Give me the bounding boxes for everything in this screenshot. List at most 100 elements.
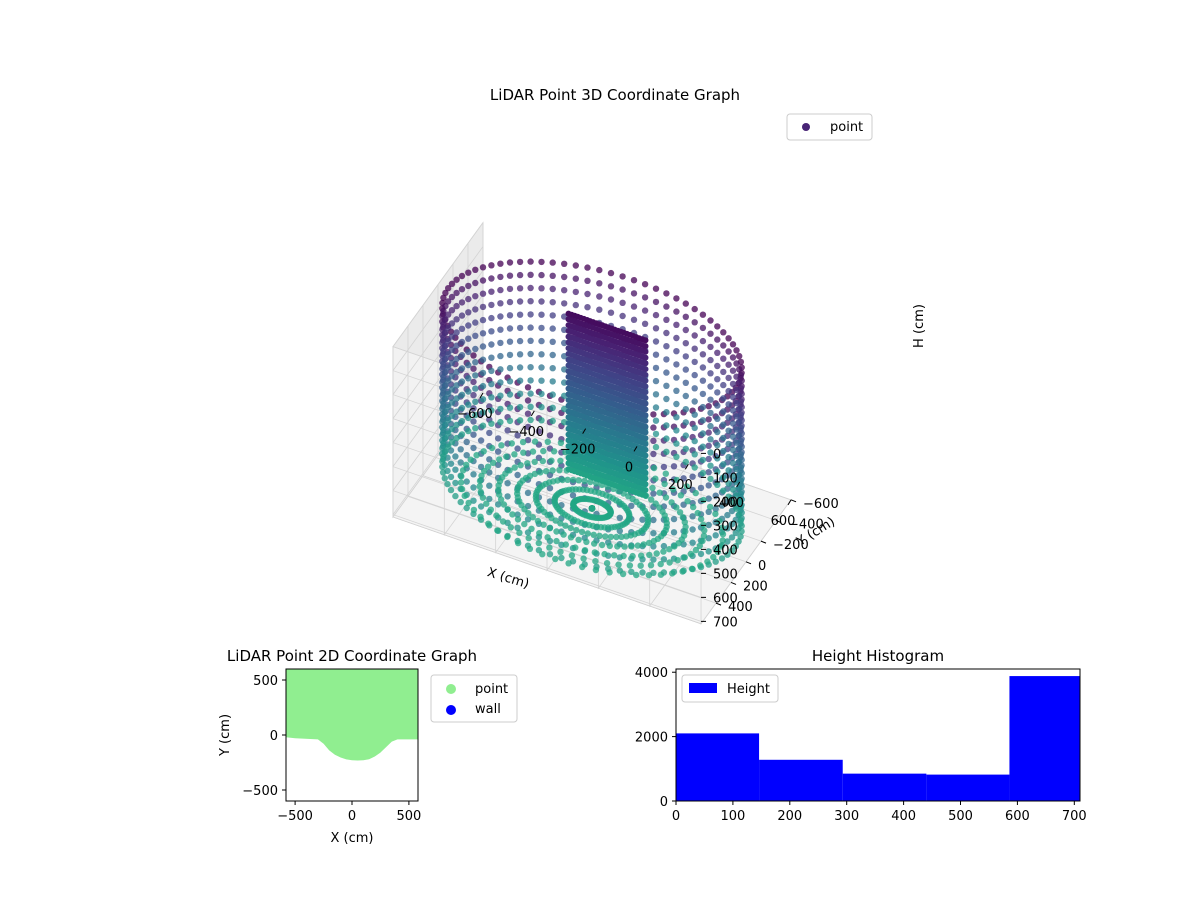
data-point [673, 427, 680, 434]
chart-histogram: Height Histogram 0 100 200 300 400 500 600 7000… [635, 647, 1087, 824]
data-point [483, 500, 490, 507]
data-point [496, 491, 503, 498]
data-point [673, 334, 680, 342]
histogram-bar [759, 759, 843, 801]
data-point [472, 385, 479, 392]
data-point [453, 316, 460, 323]
data-point [674, 557, 681, 564]
data-point [705, 482, 712, 489]
data-point [619, 312, 626, 320]
data-point [458, 299, 466, 306]
data-point [476, 483, 483, 490]
data-point [488, 314, 495, 322]
data-point [470, 418, 477, 425]
data-point-inner-wall [642, 429, 649, 436]
data-point [549, 272, 556, 279]
data-point [707, 370, 714, 377]
data-point [457, 498, 464, 506]
data-point [663, 329, 670, 337]
data-point [729, 367, 737, 374]
data-point [729, 393, 737, 401]
data-point [662, 494, 670, 501]
data-point [465, 414, 472, 422]
chart-3d-legend-marker [802, 123, 810, 131]
data-point [626, 562, 634, 569]
y-tick-label: 4000 [635, 666, 668, 681]
data-point [691, 345, 698, 352]
data-point [637, 562, 644, 569]
data-point [477, 513, 484, 520]
data-point [440, 426, 447, 433]
data-point [663, 382, 670, 389]
data-point [497, 300, 504, 307]
chart-2d-ylabel: Y (cm) [218, 714, 233, 757]
y-tick-mark [730, 581, 737, 585]
data-point [736, 418, 743, 426]
data-point [729, 407, 737, 414]
data-point [696, 542, 703, 549]
data-point [663, 448, 670, 455]
data-point [442, 395, 449, 402]
data-point [506, 467, 513, 474]
data-point [564, 476, 571, 483]
data-point [497, 339, 504, 347]
data-point [714, 362, 721, 370]
data-point-inner-wall [642, 360, 649, 367]
y-tick-label: 0 [660, 795, 668, 810]
data-point-inner-wall [642, 406, 649, 413]
data-point [677, 492, 685, 499]
data-point [699, 537, 706, 545]
data-point [467, 456, 474, 463]
data-point [463, 438, 470, 446]
data-point [458, 431, 466, 438]
data-point [535, 539, 542, 547]
histogram-bar [676, 733, 760, 801]
data-point-inner-wall [642, 412, 649, 419]
data-point [682, 379, 689, 386]
data-point [725, 335, 732, 342]
data-point [660, 556, 668, 563]
data-point [699, 403, 707, 411]
data-point [489, 459, 497, 466]
data-point [481, 467, 488, 475]
data-point [514, 445, 521, 452]
data-point [463, 452, 470, 459]
y-tick-label: 0 [758, 559, 766, 574]
data-point [728, 521, 736, 528]
data-point [535, 428, 543, 435]
data-point [442, 289, 449, 297]
data-point-inner-wall [642, 337, 649, 344]
data-point [549, 351, 556, 359]
data-point [534, 517, 542, 525]
data-point [697, 484, 705, 492]
data-point [442, 382, 449, 389]
data-point-inner-wall [642, 371, 649, 378]
data-point [458, 325, 466, 332]
data-point-inner-wall [642, 475, 649, 482]
data-point [650, 490, 657, 497]
data-point [720, 474, 727, 481]
data-point [724, 525, 731, 532]
data-point [590, 531, 597, 538]
data-point [488, 407, 495, 414]
data-point [470, 471, 477, 478]
data-point [720, 434, 727, 442]
data-point [473, 452, 480, 459]
data-point [463, 504, 470, 512]
x-tick-label: −200 [560, 443, 596, 458]
data-point [732, 543, 739, 550]
data-point [470, 365, 477, 372]
data-point [472, 293, 479, 300]
data-point [453, 421, 460, 429]
data-point [516, 298, 524, 305]
data-point [650, 530, 657, 537]
data-point [557, 520, 564, 527]
data-point [458, 378, 466, 385]
data-point [538, 337, 545, 345]
data-point [646, 551, 653, 559]
data-point [712, 505, 719, 513]
data-point [458, 272, 466, 280]
x-tick-label: 500 [948, 809, 973, 824]
data-point [470, 405, 477, 412]
data-point [699, 390, 707, 398]
